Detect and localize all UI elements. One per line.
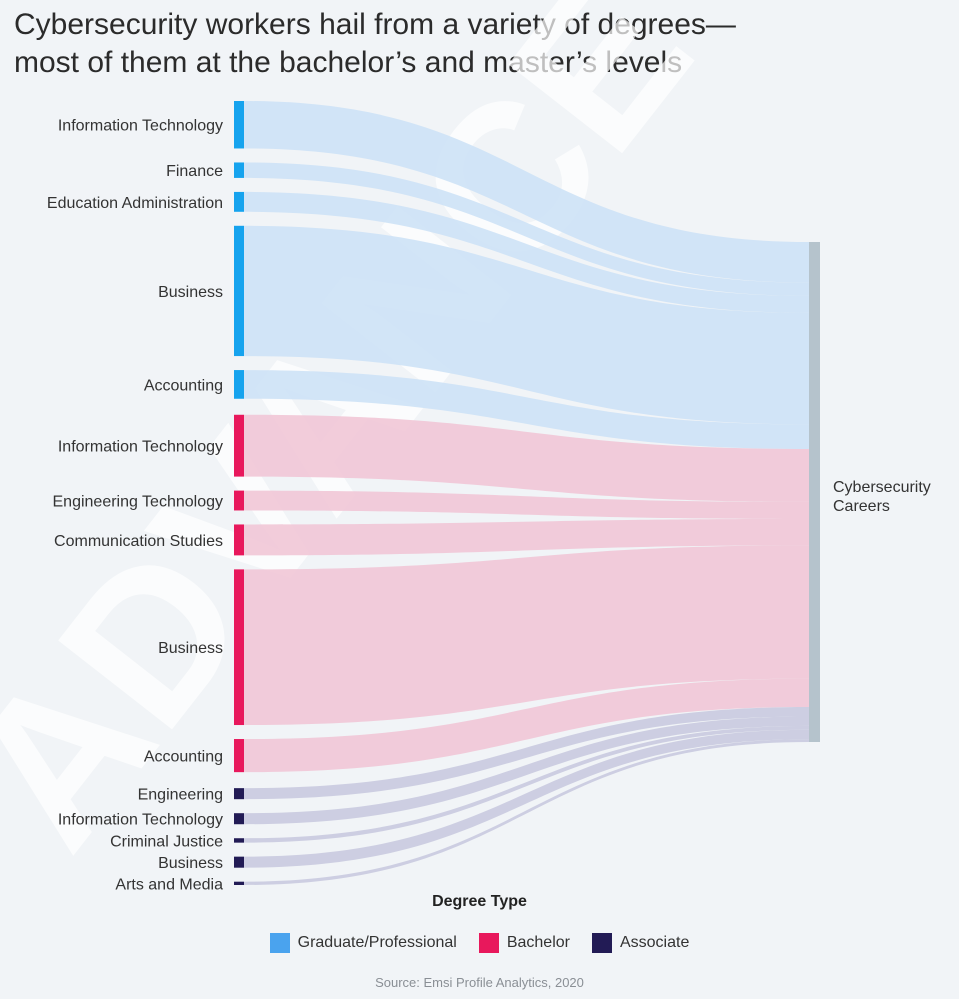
flow-associate-information-technology — [244, 716, 809, 825]
legend-swatch-graduate — [269, 933, 290, 953]
bar-graduate-information-technology — [234, 101, 244, 149]
target-label-line-2: Careers — [833, 498, 890, 515]
label-bachelor-business: Business — [158, 640, 223, 657]
source-labels: Information Technology Finance Education A… — [47, 118, 223, 894]
legend-label-graduate: Graduate/Professional — [297, 934, 457, 951]
label-associate-criminal-justice: Criminal Justice — [110, 833, 223, 850]
flow-graduate-accounting — [244, 370, 809, 449]
flow-associate-business — [244, 729, 809, 868]
bar-associate-arts-and-media — [234, 881, 244, 885]
label-associate-engineering: Engineering — [138, 787, 223, 804]
label-bachelor-communication-studies: Communication Studies — [54, 533, 223, 550]
flows — [244, 101, 809, 885]
flow-bachelor-business — [244, 545, 809, 726]
label-graduate-education-administration: Education Administration — [47, 195, 223, 212]
chart-title-line-1: Cybersecurity workers hail from a variet… — [14, 8, 736, 41]
bar-bachelor-accounting — [234, 739, 244, 773]
flow-bachelor-engineering-technology — [244, 490, 809, 519]
label-bachelor-accounting: Accounting — [144, 749, 223, 766]
flow-bachelor-communication-studies — [244, 518, 809, 556]
label-bachelor-information-technology: Information Technology — [58, 439, 223, 456]
bar-graduate-accounting — [234, 370, 244, 399]
bar-bachelor-information-technology — [234, 414, 244, 477]
flow-graduate-business — [244, 225, 809, 425]
legend-item-associate: Associate — [591, 933, 690, 953]
bar-associate-information-technology — [234, 813, 244, 825]
flow-graduate-finance — [244, 162, 809, 296]
label-associate-information-technology: Information Technology — [58, 812, 223, 829]
bar-associate-criminal-justice — [234, 838, 244, 843]
chart-title: Cybersecurity workers hail from a variet… — [14, 6, 914, 82]
legend-item-graduate: Graduate/Professional — [269, 933, 457, 953]
legend-label-associate: Associate — [619, 934, 690, 951]
label-graduate-business: Business — [158, 284, 223, 301]
target-bar — [809, 242, 820, 742]
flow-graduate-education-administration — [244, 191, 809, 313]
bar-graduate-business — [234, 225, 244, 357]
bar-bachelor-engineering-technology — [234, 490, 244, 511]
flow-bachelor-accounting — [244, 678, 809, 773]
flow-associate-engineering — [244, 707, 809, 800]
flow-graduate-information-technology — [244, 101, 809, 283]
bar-associate-engineering — [234, 788, 244, 800]
label-associate-business: Business — [158, 855, 223, 872]
flow-associate-arts-and-media — [244, 739, 809, 885]
bar-bachelor-business — [234, 569, 244, 726]
bar-graduate-education-administration — [234, 191, 244, 212]
label-graduate-information-technology: Information Technology — [58, 118, 223, 135]
legend-swatch-associate — [591, 933, 612, 953]
target-label-line-1: Cybersecurity — [833, 479, 931, 496]
legend: Graduate/Professional Bachelor Associate — [0, 933, 959, 953]
chart-title-line-2: most of them at the bachelor’s and maste… — [14, 46, 683, 79]
target-node: Cybersecurity Careers — [809, 242, 931, 742]
bar-graduate-finance — [234, 162, 244, 178]
legend-title: Degree Type — [432, 893, 527, 910]
bar-associate-business — [234, 856, 244, 868]
source-bars — [234, 101, 244, 885]
label-graduate-accounting: Accounting — [144, 377, 223, 394]
label-bachelor-engineering-technology: Engineering Technology — [53, 494, 224, 511]
label-associate-arts-and-media: Arts and Media — [115, 876, 223, 893]
bar-bachelor-communication-studies — [234, 524, 244, 556]
flow-associate-criminal-justice — [244, 725, 809, 843]
label-graduate-finance: Finance — [166, 163, 223, 180]
legend-item-bachelor: Bachelor — [478, 933, 570, 953]
source-note: Source: Emsi Profile Analytics, 2020 — [375, 975, 584, 990]
legend-swatch-bachelor — [478, 933, 499, 953]
legend-label-bachelor: Bachelor — [506, 934, 570, 951]
flow-bachelor-information-technology — [244, 414, 809, 502]
